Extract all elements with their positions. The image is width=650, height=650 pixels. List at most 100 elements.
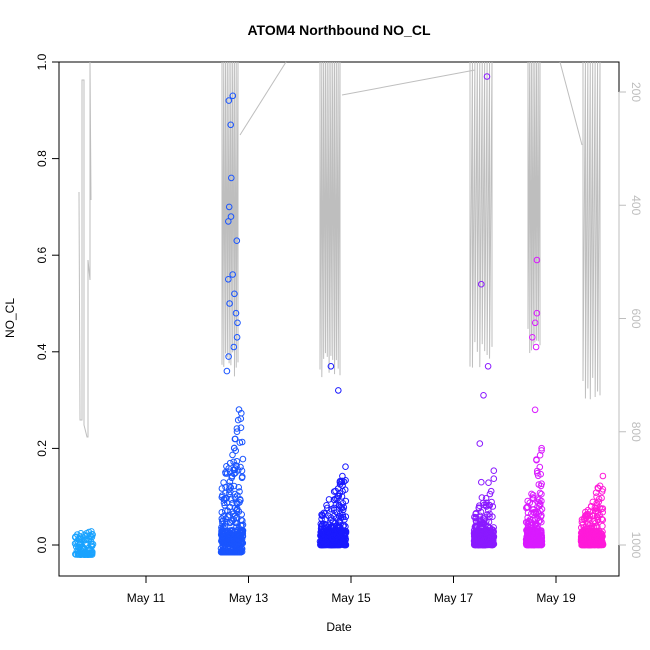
data-point: [592, 505, 600, 513]
data-point: [598, 494, 605, 502]
data-point: [235, 508, 243, 515]
data-point: [324, 504, 331, 512]
data-point: [336, 537, 343, 545]
chart-title: ATOM4 Northbound NO_CL: [247, 22, 430, 38]
data-point-outlier: [480, 392, 487, 399]
data-point: [599, 472, 607, 480]
data-point: [538, 505, 546, 513]
y-tick-label: 0.6: [35, 247, 49, 264]
data-point: [586, 512, 594, 520]
data-point: [538, 518, 545, 526]
data-point: [536, 500, 544, 508]
data-point: [598, 488, 606, 495]
data-point: [228, 474, 235, 482]
data-point: [339, 528, 347, 536]
data-point: [230, 541, 237, 548]
data-point: [224, 527, 232, 535]
data-point-outlier: [227, 121, 234, 129]
y-tick-label: 1.0: [35, 53, 49, 70]
data-point-outlier: [335, 387, 342, 394]
y-axis: 0.0 0.2 0.4 0.6 0.8 1.0: [35, 53, 60, 553]
data-point-outlier: [531, 406, 539, 414]
data-point: [238, 527, 245, 535]
data-point: [317, 520, 325, 528]
altitude-line: [78, 61, 92, 438]
data-point: [72, 533, 79, 541]
data-point: [531, 517, 539, 524]
data-point: [325, 496, 333, 503]
data-point: [223, 494, 230, 502]
data-point: [232, 469, 239, 477]
data-point: [76, 551, 83, 558]
data-point: [485, 479, 492, 487]
data-point-outlier: [225, 218, 232, 225]
data-point: [487, 487, 495, 495]
data-point: [219, 532, 226, 540]
data-point: [528, 490, 535, 498]
data-point: [234, 534, 241, 542]
data-point-outlier: [476, 440, 484, 447]
data-point: [535, 481, 543, 488]
data-point: [535, 518, 543, 525]
data-point: [220, 479, 227, 486]
data-point: [227, 484, 235, 491]
data-point: [236, 439, 244, 446]
data-point: [525, 532, 532, 539]
data-point: [538, 444, 545, 452]
data-point: [599, 508, 607, 516]
data-point: [233, 506, 241, 514]
data-point: [229, 451, 236, 459]
data-point: [71, 540, 79, 547]
data-point: [218, 485, 226, 492]
data-point: [226, 511, 234, 519]
altitude-line: [582, 61, 601, 400]
data-point: [598, 530, 605, 538]
altitude-trace: [78, 61, 601, 438]
data-point: [589, 498, 597, 506]
data-point: [490, 475, 498, 483]
data-point: [226, 459, 234, 467]
data-point: [319, 511, 327, 519]
data-point-outlier: [229, 92, 237, 100]
data-point: [537, 536, 544, 544]
data-point: [223, 519, 230, 526]
data-point: [536, 489, 544, 497]
data-point: [593, 538, 601, 546]
data-point: [529, 491, 537, 499]
data-point-outlier: [226, 300, 233, 307]
data-point: [485, 518, 493, 526]
data-point-outlier: [225, 97, 233, 104]
y2-tick-label: 200: [629, 82, 643, 102]
data-point: [230, 482, 238, 490]
data-point: [232, 435, 239, 443]
data-point: [578, 516, 586, 523]
data-point: [529, 494, 537, 501]
data-point: [236, 499, 243, 506]
data-point: [474, 537, 481, 545]
point-cluster: [217, 92, 247, 556]
data-point: [482, 495, 490, 502]
data-point: [531, 538, 538, 545]
data-point: [321, 530, 328, 537]
data-point: [81, 540, 89, 548]
altitude-line: [559, 61, 583, 146]
x-tick-label: May 13: [229, 591, 269, 605]
data-point-outlier: [478, 280, 485, 288]
data-point: [324, 535, 332, 543]
data-point: [233, 428, 241, 436]
data-point: [218, 494, 226, 501]
data-point: [336, 477, 344, 485]
data-point-outlier: [223, 367, 231, 375]
y2-tick-label: 1000: [629, 532, 643, 559]
data-point: [472, 531, 479, 539]
x-tick-label: May 19: [536, 591, 576, 605]
data-point: [342, 497, 350, 505]
data-point: [223, 463, 230, 470]
data-point: [226, 519, 234, 527]
data-point: [595, 529, 602, 537]
data-point: [229, 548, 236, 556]
data-point: [86, 532, 94, 539]
data-point: [538, 490, 545, 498]
data-point: [594, 509, 602, 517]
data-point: [598, 515, 606, 523]
